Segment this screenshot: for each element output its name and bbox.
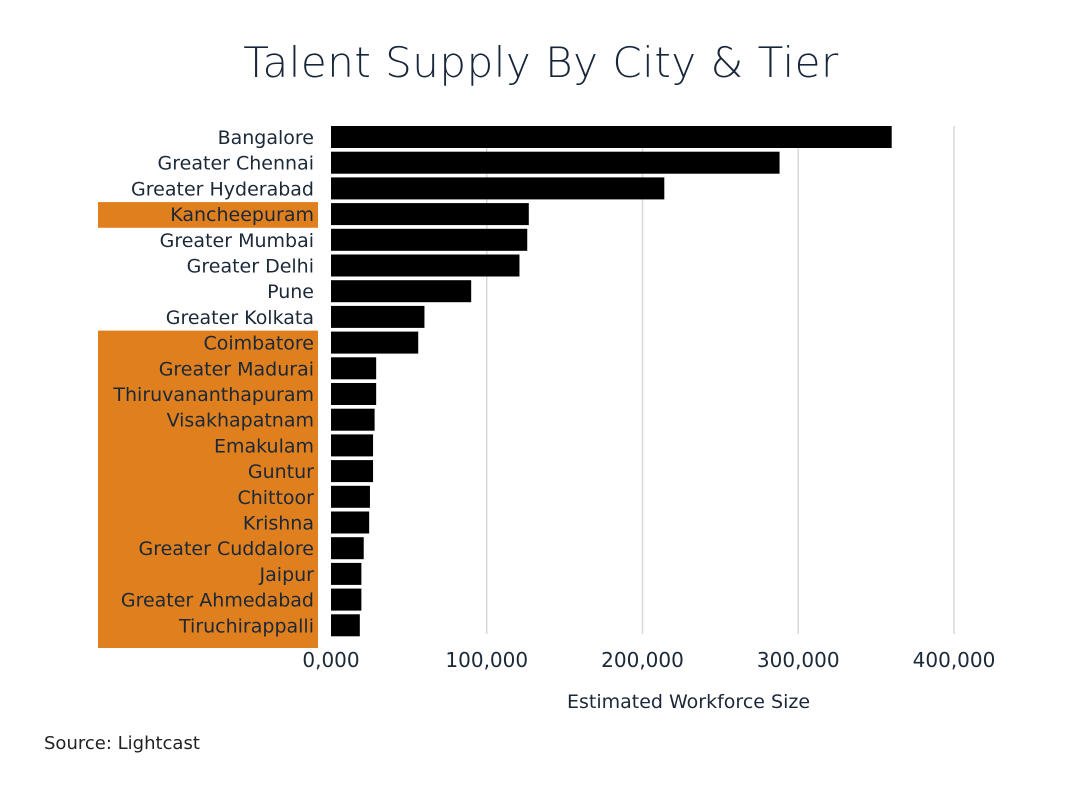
category-label: Greater Cuddalore (139, 538, 315, 560)
category-label: Kancheepuram (170, 204, 314, 226)
category-label: Chittoor (237, 487, 314, 509)
bar (331, 151, 780, 174)
bar (331, 588, 362, 611)
category-label: Greater Kolkata (166, 307, 314, 329)
bar (331, 357, 377, 380)
bar (331, 460, 374, 483)
category-label: Emakulam (214, 435, 314, 457)
bar (331, 228, 528, 251)
category-label: Greater Madurai (159, 358, 314, 380)
bar (331, 126, 892, 148)
x-tick-label: 300,000 (757, 648, 840, 672)
x-tick-label: 400,000 (913, 648, 996, 672)
category-label: Greater Ahmedabad (121, 590, 314, 612)
bar (331, 305, 425, 328)
category-label: Greater Delhi (187, 256, 314, 278)
bar (331, 254, 520, 277)
category-label: Bangalore (218, 127, 314, 149)
bar (331, 203, 529, 226)
bar (331, 537, 364, 560)
x-tick-label: 0,000 (302, 648, 359, 672)
bar (331, 511, 370, 534)
category-label: Jaipur (259, 564, 315, 586)
category-label: Pune (267, 281, 314, 303)
category-label: Thiruvananthapuram (112, 384, 314, 406)
x-tick-label: 100,000 (445, 648, 528, 672)
bar (331, 408, 375, 431)
source-note: Source: Lightcast (44, 733, 200, 754)
bar (331, 614, 360, 637)
category-label: Tiruchirappalli (178, 615, 314, 637)
category-label: Visakhapatnam (167, 410, 314, 432)
chart-title: Talent Supply By City & Tier (243, 38, 839, 87)
category-label: Greater Chennai (158, 153, 314, 175)
category-label: Greater Mumbai (160, 230, 314, 252)
x-tick-label: 200,000 (601, 648, 684, 672)
category-label: Coimbatore (203, 333, 314, 355)
tier-highlight-band (98, 330, 318, 648)
bar (331, 383, 377, 405)
category-label: Krishna (243, 513, 314, 535)
bar (331, 331, 419, 354)
bar (331, 280, 472, 303)
x-axis-title: Estimated Workforce Size (567, 691, 810, 713)
category-label: Guntur (248, 461, 314, 483)
tier-highlight-band (98, 202, 318, 228)
category-label: Greater Hyderabad (131, 178, 314, 200)
bar (331, 434, 374, 457)
bar (331, 562, 362, 585)
bar (331, 177, 665, 200)
bar (331, 485, 370, 508)
